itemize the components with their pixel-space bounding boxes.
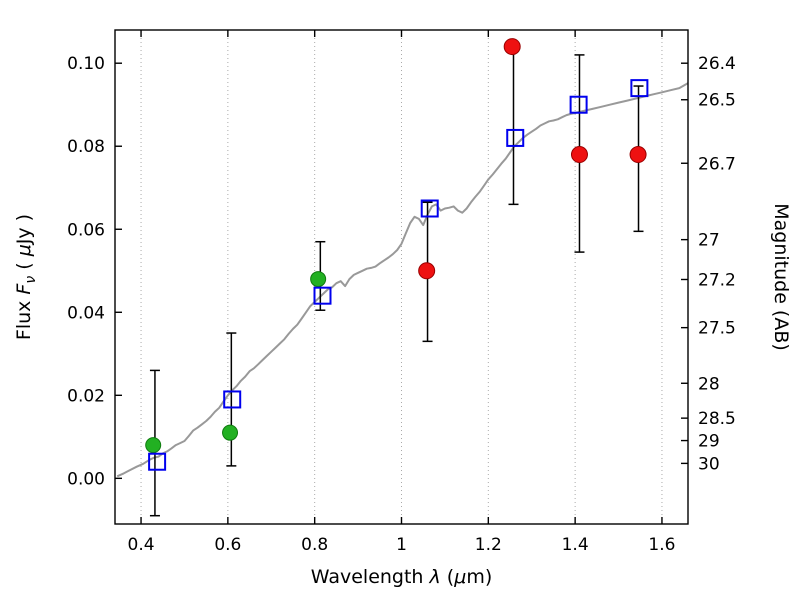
red-point — [503, 38, 521, 56]
blue-square-point — [569, 95, 588, 114]
y-left-tick-label: 0.02 — [67, 386, 105, 406]
red-point — [418, 262, 436, 280]
blue-square-point — [420, 199, 439, 218]
y-left-tick-label: 0.00 — [67, 469, 105, 489]
y-right-tick-label: 26.4 — [698, 54, 736, 74]
y-left-tick-label: 0.10 — [67, 54, 105, 74]
y-left-tick-label: 0.06 — [67, 220, 105, 240]
blue-square-point — [313, 286, 332, 305]
x-tick-label: 0.4 — [128, 535, 155, 555]
x-tick-label: 0.6 — [214, 535, 241, 555]
y-right-tick-label: 27 — [698, 231, 720, 251]
x-tick-label: 1.4 — [562, 535, 589, 555]
x-tick-label: 0.8 — [301, 535, 328, 555]
y-right-tick-label: 26.7 — [698, 154, 736, 174]
y-axis-label-left: Flux Fν ( μJy ) — [13, 214, 39, 340]
y-axis-left: 0.00 0.02 0.04 0.06 0.08 0.10 — [67, 54, 122, 489]
y-right-tick-label: 30 — [698, 454, 720, 474]
blue-square-point — [506, 128, 525, 147]
axis-labels: Wavelength λ (μm) Flux Fν ( μJy ) Magnitud… — [13, 203, 792, 588]
x-axis-label: Wavelength λ (μm) — [311, 566, 492, 588]
error-bars — [149, 47, 644, 517]
plot-border — [114, 29, 689, 525]
observed-points — [418, 38, 647, 280]
green-point — [310, 271, 327, 288]
y-right-tick-label: 29 — [698, 432, 720, 452]
y-left-tick-label: 0.04 — [67, 303, 105, 323]
y-right-tick-label: 28 — [698, 374, 720, 394]
spectrum-line — [116, 82, 689, 478]
red-point — [570, 146, 588, 164]
green-point — [145, 437, 162, 454]
model-spectrum-line — [116, 82, 689, 478]
x-tick-label: 1.6 — [648, 535, 675, 555]
red-point — [629, 146, 647, 164]
detected-points — [145, 271, 327, 454]
x-tick-label: 1 — [396, 535, 407, 555]
y-right-tick-label: 28.5 — [698, 409, 736, 429]
x-axis: 0.4 0.6 0.8 1 1.2 1.4 1.6 — [128, 30, 675, 555]
axis-frame — [114, 29, 689, 525]
x-tick-label: 1.2 — [475, 535, 502, 555]
y-right-tick-label: 27.5 — [698, 319, 736, 339]
y-left-tick-label: 0.08 — [67, 137, 105, 157]
blue-square-point — [148, 452, 167, 471]
grid — [140, 30, 663, 524]
y-axis-label-right: Magnitude (AB) — [770, 203, 792, 351]
y-right-tick-label: 27.2 — [698, 270, 736, 290]
blue-square-point — [223, 390, 242, 409]
y-right-tick-label: 26.5 — [698, 91, 736, 111]
green-point — [222, 424, 239, 441]
blue-square-point — [630, 79, 649, 98]
model-photometry-points — [148, 79, 649, 471]
